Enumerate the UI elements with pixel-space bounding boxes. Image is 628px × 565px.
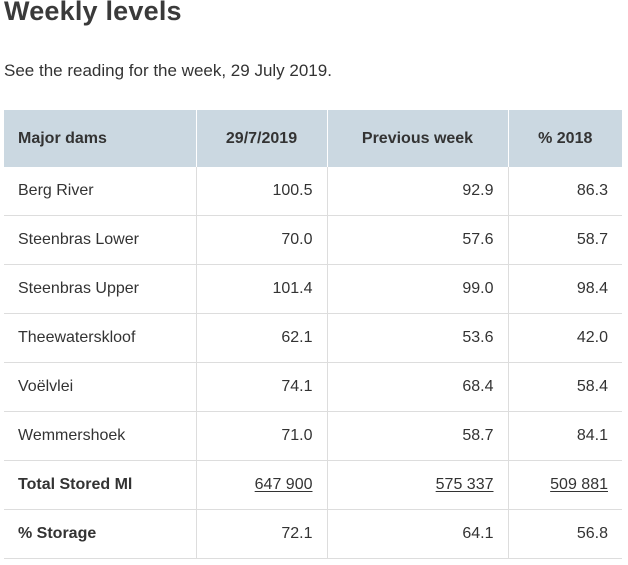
storage-row: % Storage 72.1 64.1 56.8 (4, 509, 622, 559)
dam-name: Wemmershoek (4, 411, 197, 461)
header-current-date: 29/7/2019 (196, 110, 328, 167)
total-label: Total Stored Ml (4, 460, 197, 510)
page-title: Weekly levels (4, 0, 182, 26)
total-previous-value: 575 337 (327, 460, 509, 510)
dam-name: Steenbras Lower (4, 215, 197, 265)
previous-value: 58.7 (327, 411, 509, 461)
previous-value: 99.0 (327, 264, 509, 314)
total-current-value: 647 900 (196, 460, 328, 510)
storage-current-value: 72.1 (196, 509, 328, 559)
table-row: Steenbras Lower 70.0 57.6 58.7 (4, 215, 622, 265)
total-pct-2018-value: 509 881 (508, 460, 622, 510)
pct-2018-value: 42.0 (508, 313, 622, 363)
dam-name: Voëlvlei (4, 362, 197, 412)
previous-value: 92.9 (327, 167, 509, 216)
table-row: Theewaterskloof 62.1 53.6 42.0 (4, 313, 622, 363)
dam-name: Theewaterskloof (4, 313, 197, 363)
pct-2018-value: 86.3 (508, 167, 622, 216)
previous-value: 53.6 (327, 313, 509, 363)
current-value: 74.1 (196, 362, 328, 412)
storage-label: % Storage (4, 509, 197, 559)
pct-2018-value: 58.7 (508, 215, 622, 265)
dam-name: Steenbras Upper (4, 264, 197, 314)
total-row: Total Stored Ml 647 900 575 337 509 881 (4, 460, 622, 510)
table-row: Voëlvlei 74.1 68.4 58.4 (4, 362, 622, 412)
header-major-dams: Major dams (4, 110, 197, 167)
pct-2018-value: 98.4 (508, 264, 622, 314)
current-value: 100.5 (196, 167, 328, 216)
current-value: 62.1 (196, 313, 328, 363)
previous-value: 68.4 (327, 362, 509, 412)
table-row: Steenbras Upper 101.4 99.0 98.4 (4, 264, 622, 314)
pct-2018-value: 84.1 (508, 411, 622, 461)
current-value: 71.0 (196, 411, 328, 461)
pct-2018-value: 58.4 (508, 362, 622, 412)
storage-previous-value: 64.1 (327, 509, 509, 559)
current-value: 101.4 (196, 264, 328, 314)
table-row: Wemmershoek 71.0 58.7 84.1 (4, 411, 622, 461)
table-header-row: Major dams 29/7/2019 Previous week % 201… (4, 110, 622, 167)
current-value: 70.0 (196, 215, 328, 265)
storage-pct-2018-value: 56.8 (508, 509, 622, 559)
dam-levels-table: Major dams 29/7/2019 Previous week % 201… (4, 110, 622, 559)
dam-name: Berg River (4, 167, 197, 216)
header-pct-2018: % 2018 (508, 110, 622, 167)
intro-text: See the reading for the week, 29 July 20… (4, 61, 332, 80)
table-row: Berg River 100.5 92.9 86.3 (4, 167, 622, 216)
header-previous-week: Previous week (327, 110, 509, 167)
previous-value: 57.6 (327, 215, 509, 265)
